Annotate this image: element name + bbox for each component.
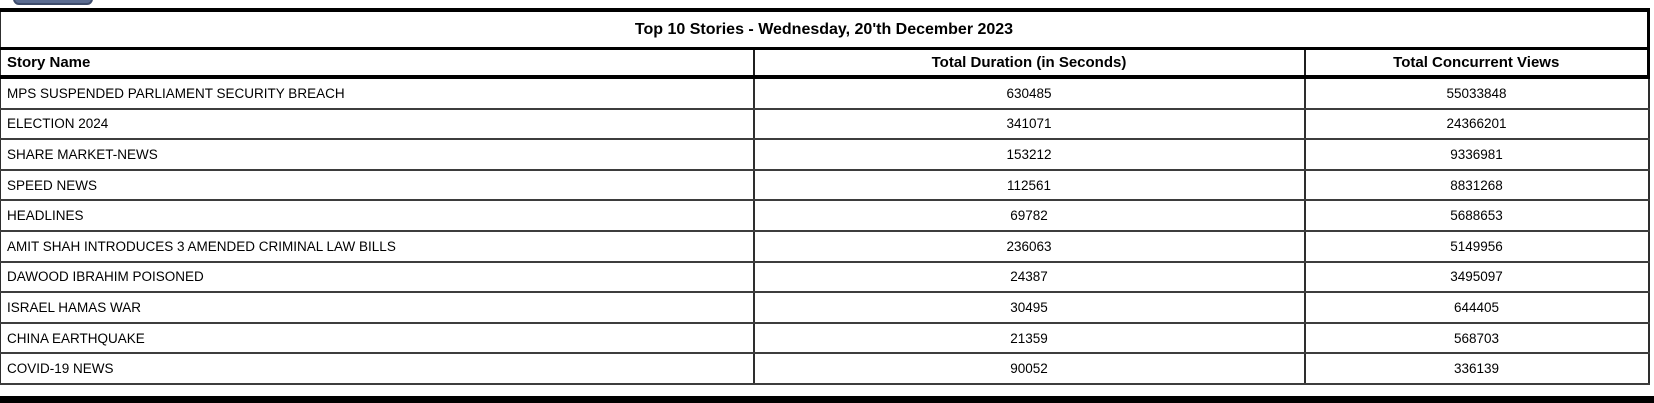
story-cell: CHINA EARTHQUAKE [0,322,755,355]
duration-cell: 236063 [753,230,1306,263]
table-row: HEADLINES 69782 5688653 [0,200,1650,232]
story-cell: ELECTION 2024 [0,108,755,141]
bottom-divider-rule [0,396,1654,403]
story-cell: HEADLINES [0,200,755,232]
views-cell: 3495097 [1304,261,1650,294]
table-title: Top 10 Stories - Wednesday, 20'th Decemb… [0,8,1650,50]
views-cell: 9336981 [1304,139,1650,171]
story-cell: ISRAEL HAMAS WAR [0,292,755,324]
story-cell: DAWOOD IBRAHIM POISONED [0,261,755,294]
table-row: DAWOOD IBRAHIM POISONED 24387 3495097 [0,261,1650,294]
top-stories-table: Top 10 Stories - Wednesday, 20'th Decemb… [0,8,1650,385]
column-header-total-concurrent-views: Total Concurrent Views [1304,48,1650,79]
table-row: COVID-19 NEWS 90052 336139 [0,353,1650,385]
table-row: ELECTION 2024 341071 24366201 [0,108,1650,141]
views-cell: 8831268 [1304,169,1650,202]
views-cell: 5149956 [1304,230,1650,263]
table-row: ISRAEL HAMAS WAR 30495 644405 [0,292,1650,324]
duration-cell: 21359 [753,322,1306,355]
table-row: SHARE MARKET-NEWS 153212 9336981 [0,139,1650,171]
views-cell: 336139 [1304,353,1650,385]
cropped-toolbar-button[interactable] [13,0,93,5]
story-cell: SHARE MARKET-NEWS [0,139,755,171]
table-row: CHINA EARTHQUAKE 21359 568703 [0,322,1650,355]
duration-cell: 24387 [753,261,1306,294]
duration-cell: 341071 [753,108,1306,141]
duration-cell: 69782 [753,200,1306,232]
story-cell: SPEED NEWS [0,169,755,202]
table-row: AMIT SHAH INTRODUCES 3 AMENDED CRIMINAL … [0,230,1650,263]
views-cell: 644405 [1304,292,1650,324]
column-header-total-duration: Total Duration (in Seconds) [753,48,1306,79]
story-cell: MPS SUSPENDED PARLIAMENT SECURITY BREACH [0,77,755,110]
duration-cell: 630485 [753,77,1306,110]
views-cell: 568703 [1304,322,1650,355]
views-cell: 5688653 [1304,200,1650,232]
story-cell: AMIT SHAH INTRODUCES 3 AMENDED CRIMINAL … [0,230,755,263]
table-row: SPEED NEWS 112561 8831268 [0,169,1650,202]
column-header-story-name: Story Name [0,48,755,79]
header-row: Story Name Total Duration (in Seconds) T… [0,48,1650,79]
table-row: MPS SUSPENDED PARLIAMENT SECURITY BREACH… [0,77,1650,110]
duration-cell: 90052 [753,353,1306,385]
views-cell: 55033848 [1304,77,1650,110]
duration-cell: 112561 [753,169,1306,202]
views-cell: 24366201 [1304,108,1650,141]
duration-cell: 30495 [753,292,1306,324]
story-cell: COVID-19 NEWS [0,353,755,385]
duration-cell: 153212 [753,139,1306,171]
title-row: Top 10 Stories - Wednesday, 20'th Decemb… [0,8,1650,50]
